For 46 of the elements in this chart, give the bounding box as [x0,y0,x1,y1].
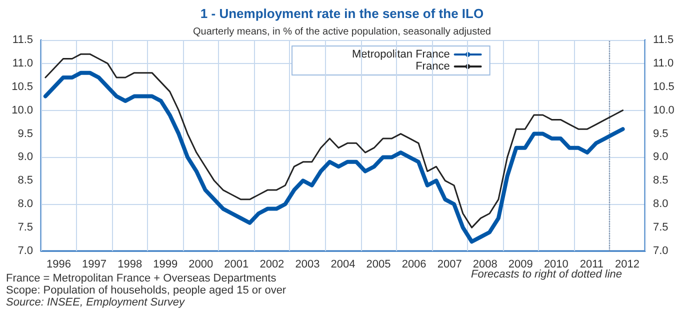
y-tick-label: 10.0 [12,104,33,116]
y2-tick-label: 10.0 [653,104,674,116]
text: Scope: Population of households, people aged 15 or over [6,284,286,296]
y2-tick-label: 10.5 [653,80,674,93]
text: France = Metropolitan France + Overseas Departments [6,272,277,284]
x-tick-label: 2003 [295,258,320,270]
y-tick-label: 11.0 [12,57,33,70]
x-tick-label: 2000 [188,258,214,270]
y2-tick-label: 9.0 [653,151,668,164]
legend-label: France [416,60,450,72]
y2-tick-label: 9.5 [653,128,668,140]
x-tick-label: 2002 [260,258,284,270]
y-tick-label: 9.0 [18,151,33,164]
source-note: Source: INSEE, Employment Survey [6,296,186,308]
x-tick-label: 2012 [614,258,640,270]
y-tick-label: 7.0 [18,245,33,257]
x-tick-label: 2004 [330,258,356,270]
x-tick-label: 1998 [118,258,142,270]
legend-label: Metropolitan France [352,48,450,60]
x-tick-label: 2007 [437,258,462,270]
y2-tick-label: 7.5 [653,222,668,234]
x-tick-label: 2011 [580,258,604,270]
line-series [43,70,625,244]
y-tick-label: 10.5 [12,80,33,93]
y2-tick-label: 8.0 [653,198,668,210]
y-tick-label: 7.5 [18,222,33,234]
chart-title: 1 - Unemployment rate in the sense of the ILO [200,6,484,21]
y-tick-label: 11.5 [12,34,33,46]
x-tick-label: 2008 [472,258,498,270]
x-tick-label: 2006 [402,258,426,270]
y2-tick-label: 8.5 [653,174,668,187]
y-tick-label: 8.0 [18,198,33,210]
y2-tick-label: 11.0 [653,57,674,70]
x-tick-label: 1996 [46,258,72,270]
x-tick-label: 2001 [224,258,249,270]
chart-subtitle: Quarterly means, in % of the active population, seasonally adjusted [193,26,491,38]
x-tick-label: 2005 [366,258,391,270]
x-tick-label: 1999 [153,258,178,270]
ref-line-label: Forecasts to right of dotted line [470,268,622,280]
y-tick-label: 9.5 [18,128,33,140]
y2-tick-label: 11.5 [653,34,674,46]
x-tick-label: 1997 [82,258,107,270]
y-tick-label: 8.5 [18,174,33,187]
x-tick-label: 2010 [544,258,568,270]
x-tick-label: 2009 [508,258,533,270]
y2-tick-label: 7.0 [653,245,668,257]
